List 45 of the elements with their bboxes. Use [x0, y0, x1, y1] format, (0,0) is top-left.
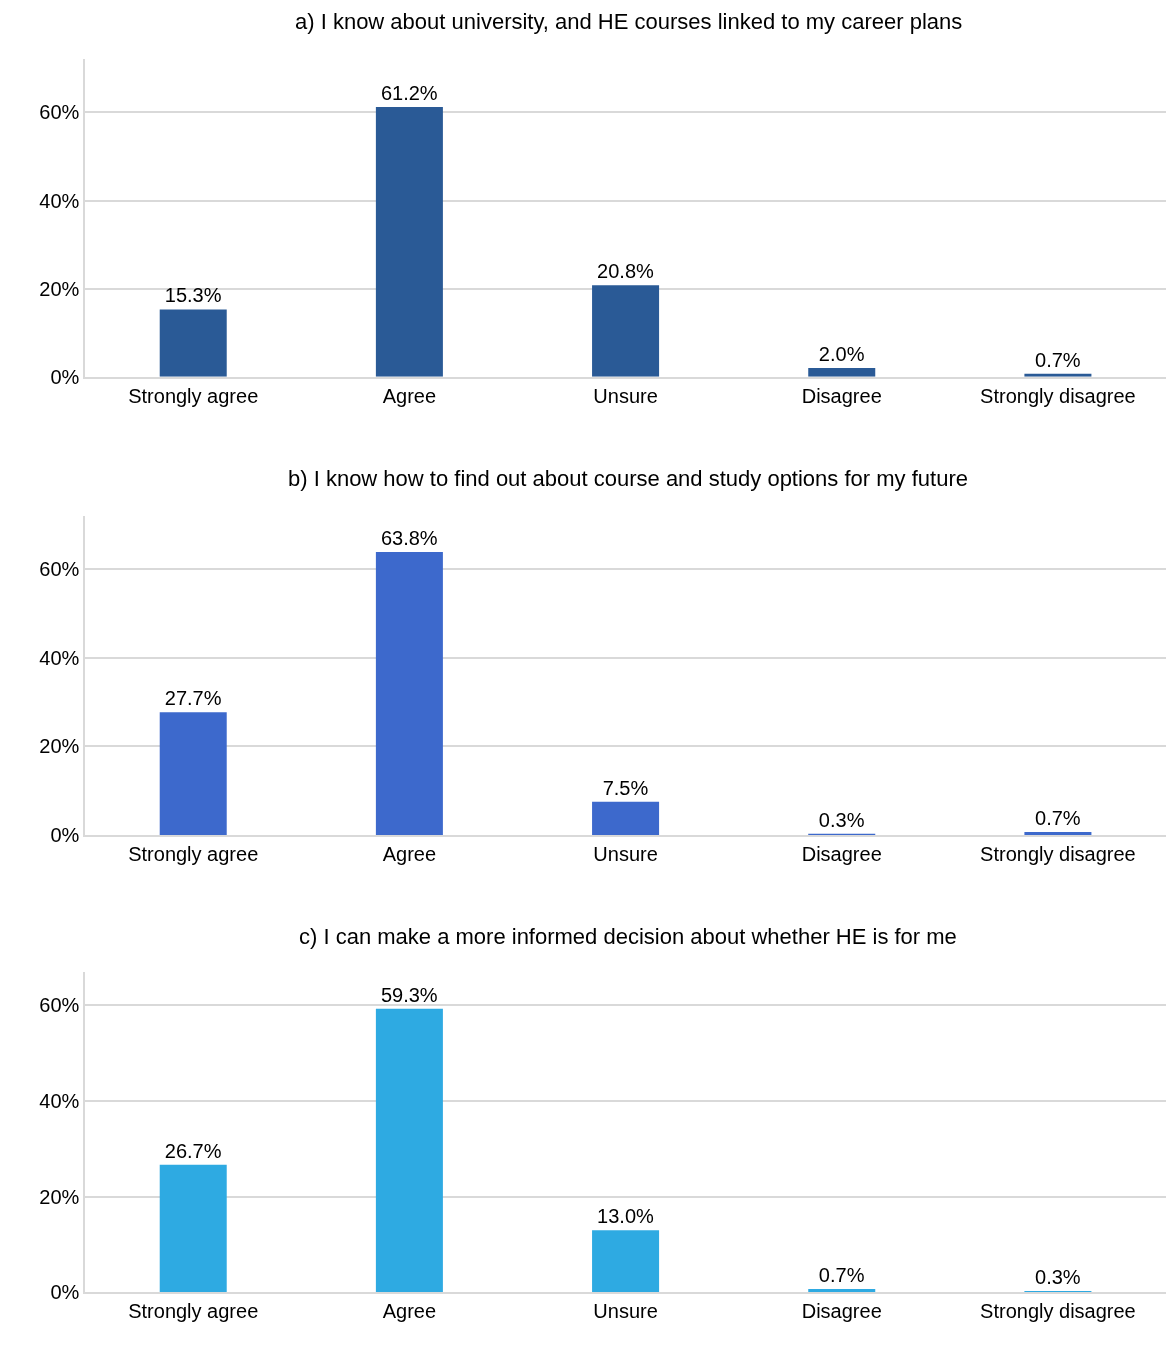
y-tick-label: 40% — [39, 646, 80, 669]
x-tick-label: Agree — [382, 1300, 437, 1323]
x-tick-label: Agree — [382, 843, 437, 866]
y-tick-label: 0% — [50, 1281, 80, 1304]
data-label: 2.0% — [818, 343, 865, 366]
y-tick-label: 20% — [39, 735, 80, 758]
data-label: 26.7% — [164, 1139, 222, 1162]
x-tick-label: Unsure — [593, 1300, 658, 1323]
data-label: 0.3% — [1035, 1265, 1081, 1288]
data-label: 0.7% — [818, 1264, 865, 1287]
x-tick-label: Disagree — [801, 384, 882, 407]
y-tick-label: 20% — [39, 1185, 80, 1208]
data-label: 63.8% — [380, 527, 438, 550]
data-label: 13.0% — [597, 1205, 655, 1228]
x-tick-label: Strongly disagree — [980, 384, 1136, 407]
data-label: 61.2% — [380, 82, 438, 105]
x-tick-label: Unsure — [593, 843, 658, 866]
y-tick-label: 0% — [50, 824, 80, 847]
y-tick-label: 60% — [39, 101, 80, 124]
x-tick-label: Strongly agree — [128, 384, 259, 407]
x-tick-label: Strongly agree — [128, 1300, 259, 1323]
chart-title: c) I can make a more informed decision about whether HE is for me — [299, 924, 957, 949]
y-tick-label: 20% — [39, 277, 80, 300]
y-tick-label: 40% — [39, 189, 80, 212]
chart-title: a) I know about university, and HE courses linked to my career plans — [295, 9, 963, 34]
x-tick-label: Disagree — [801, 1300, 882, 1323]
y-tick-label: 60% — [39, 994, 80, 1017]
data-label: 7.5% — [602, 776, 649, 799]
data-label: 20.8% — [597, 260, 655, 283]
data-label: 59.3% — [380, 983, 438, 1006]
x-tick-label: Disagree — [801, 843, 882, 866]
data-label: 27.7% — [164, 687, 222, 710]
chart-title: b) I know how to find out about course and study options for my future — [288, 466, 968, 491]
data-label: 0.3% — [818, 808, 865, 831]
x-tick-label: Unsure — [593, 384, 658, 407]
y-tick-label: 40% — [39, 1090, 80, 1113]
data-label: 0.7% — [1035, 348, 1081, 371]
x-tick-label: Strongly agree — [128, 843, 259, 866]
x-tick-label: Strongly disagree — [980, 1300, 1136, 1323]
data-label: 0.7% — [1035, 806, 1081, 829]
y-tick-label: 0% — [50, 365, 80, 388]
x-tick-label: Strongly disagree — [980, 843, 1136, 866]
x-tick-label: Agree — [382, 384, 437, 407]
data-label: 15.3% — [164, 284, 222, 307]
y-tick-label: 60% — [39, 557, 80, 580]
